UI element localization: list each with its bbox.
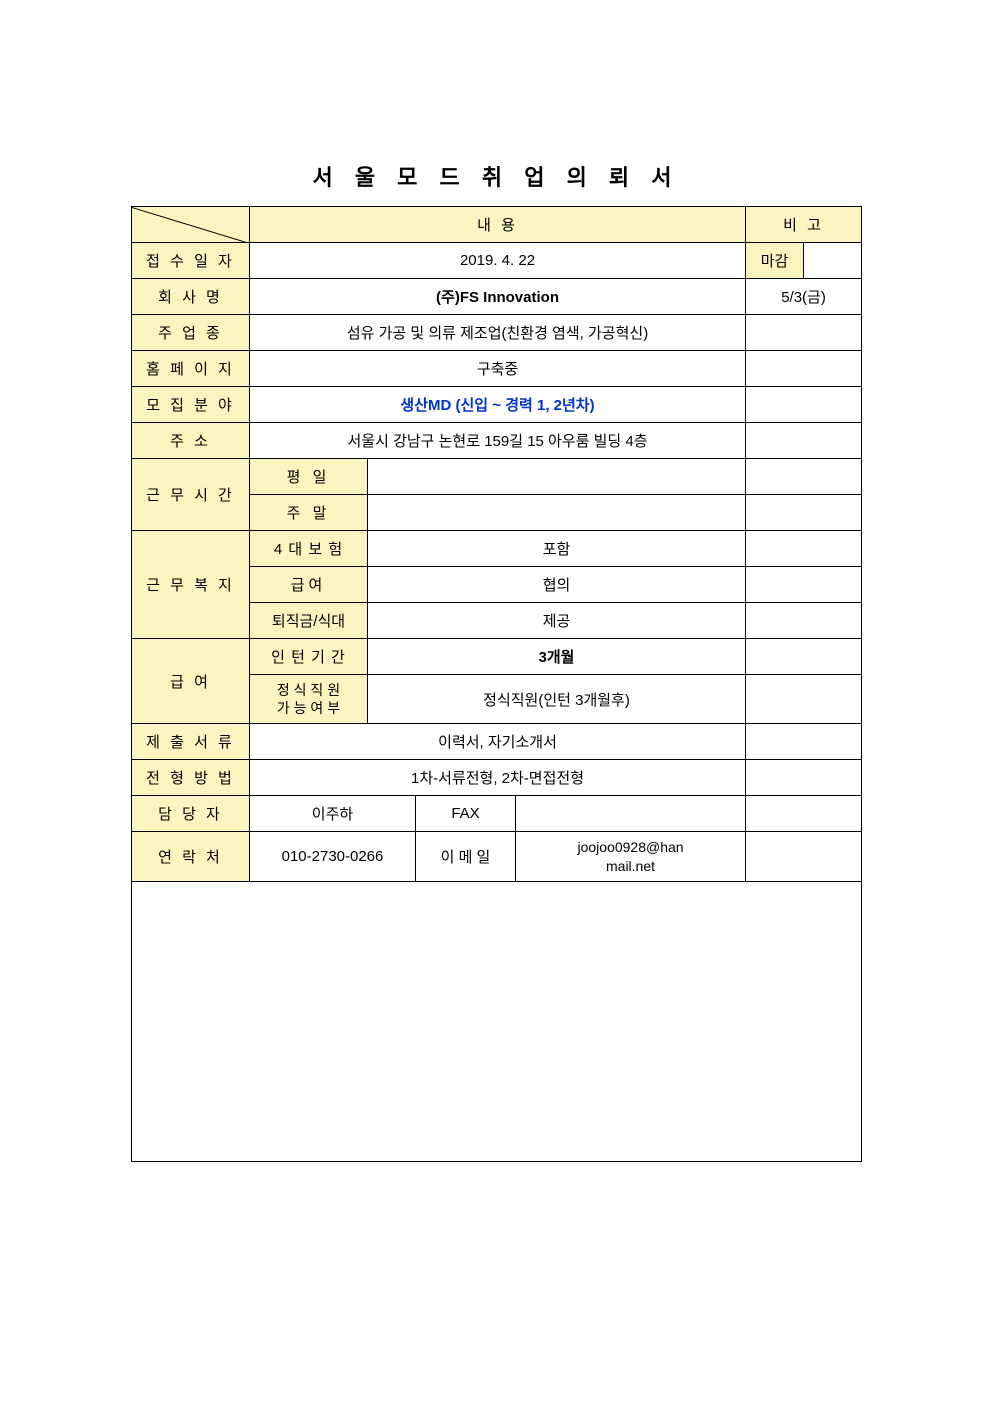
label-homepage: 홈 페 이 지: [132, 351, 250, 387]
label-weekday: 평 일: [250, 459, 368, 495]
empty-notes-area: [132, 881, 862, 1161]
label-process: 전 형 방 법: [132, 760, 250, 796]
value-address: 서울시 강남구 논현로 159길 15 아우룸 빌딩 4층: [250, 423, 746, 459]
label-fax: FAX: [416, 796, 516, 832]
remark-pay: [746, 567, 862, 603]
value-deadline: [804, 243, 862, 279]
label-pay: 급여: [250, 567, 368, 603]
label-insurance: 4 대 보 험: [250, 531, 368, 567]
value-receipt-date: 2019. 4. 22: [250, 243, 746, 279]
label-fulltime: 정 식 직 원가 능 여 부: [250, 675, 368, 724]
remark-field: [746, 387, 862, 423]
remark-address: [746, 423, 862, 459]
label-contact: 연 락 처: [132, 832, 250, 881]
label-address: 주 소: [132, 423, 250, 459]
label-intern: 인 턴 기 간: [250, 639, 368, 675]
remark-contact: [746, 832, 862, 881]
value-company: (주)FS Innovation: [250, 279, 746, 315]
label-salary: 급 여: [132, 639, 250, 724]
label-receipt-date: 접 수 일 자: [132, 243, 250, 279]
remark-documents: [746, 724, 862, 760]
label-industry: 주 업 종: [132, 315, 250, 351]
value-field: 생산MD (신입 ~ 경력 1, 2년차): [250, 387, 746, 423]
value-weekday: [368, 459, 746, 495]
label-workhours: 근 무 시 간: [132, 459, 250, 531]
label-deadline: 마감: [746, 243, 804, 279]
document-container: 서 울 모 드 취 업 의 뢰 서 내 용 비 고 접 수 일 자 2019. …: [131, 160, 861, 1162]
remark-industry: [746, 315, 862, 351]
label-company: 회 사 명: [132, 279, 250, 315]
value-fulltime: 정식직원(인턴 3개월후): [368, 675, 746, 724]
value-process: 1차-서류전형, 2차-면접전형: [250, 760, 746, 796]
remark-company: 5/3(금): [746, 279, 862, 315]
value-industry: 섬유 가공 및 의류 제조업(친환경 염색, 가공혁신): [250, 315, 746, 351]
remark-intern: [746, 639, 862, 675]
header-content: 내 용: [250, 207, 746, 243]
label-weekend: 주 말: [250, 495, 368, 531]
value-manager: 이주하: [250, 796, 416, 832]
label-email: 이 메 일: [416, 832, 516, 881]
remark-homepage: [746, 351, 862, 387]
label-manager: 담 당 자: [132, 796, 250, 832]
value-severance: 제공: [368, 603, 746, 639]
remark-process: [746, 760, 862, 796]
header-diagonal: [132, 207, 250, 243]
value-intern: 3개월: [368, 639, 746, 675]
value-insurance: 포함: [368, 531, 746, 567]
remark-severance: [746, 603, 862, 639]
remark-insurance: [746, 531, 862, 567]
value-pay: 협의: [368, 567, 746, 603]
main-table: 내 용 비 고 접 수 일 자 2019. 4. 22 마감 회 사 명 (주)…: [131, 206, 862, 1162]
label-severance: 퇴직금/식대: [250, 603, 368, 639]
value-weekend: [368, 495, 746, 531]
label-field: 모 집 분 야: [132, 387, 250, 423]
value-email: joojoo0928@hanmail.net: [516, 832, 746, 881]
remark-weekday: [746, 459, 862, 495]
label-documents: 제 출 서 류: [132, 724, 250, 760]
value-contact: 010-2730-0266: [250, 832, 416, 881]
remark-weekend: [746, 495, 862, 531]
header-remarks: 비 고: [746, 207, 862, 243]
value-fax: [516, 796, 746, 832]
value-documents: 이력서, 자기소개서: [250, 724, 746, 760]
remark-fulltime: [746, 675, 862, 724]
document-title: 서 울 모 드 취 업 의 뢰 서: [131, 160, 861, 192]
value-homepage: 구축중: [250, 351, 746, 387]
remark-manager: [746, 796, 862, 832]
label-welfare: 근 무 복 지: [132, 531, 250, 639]
